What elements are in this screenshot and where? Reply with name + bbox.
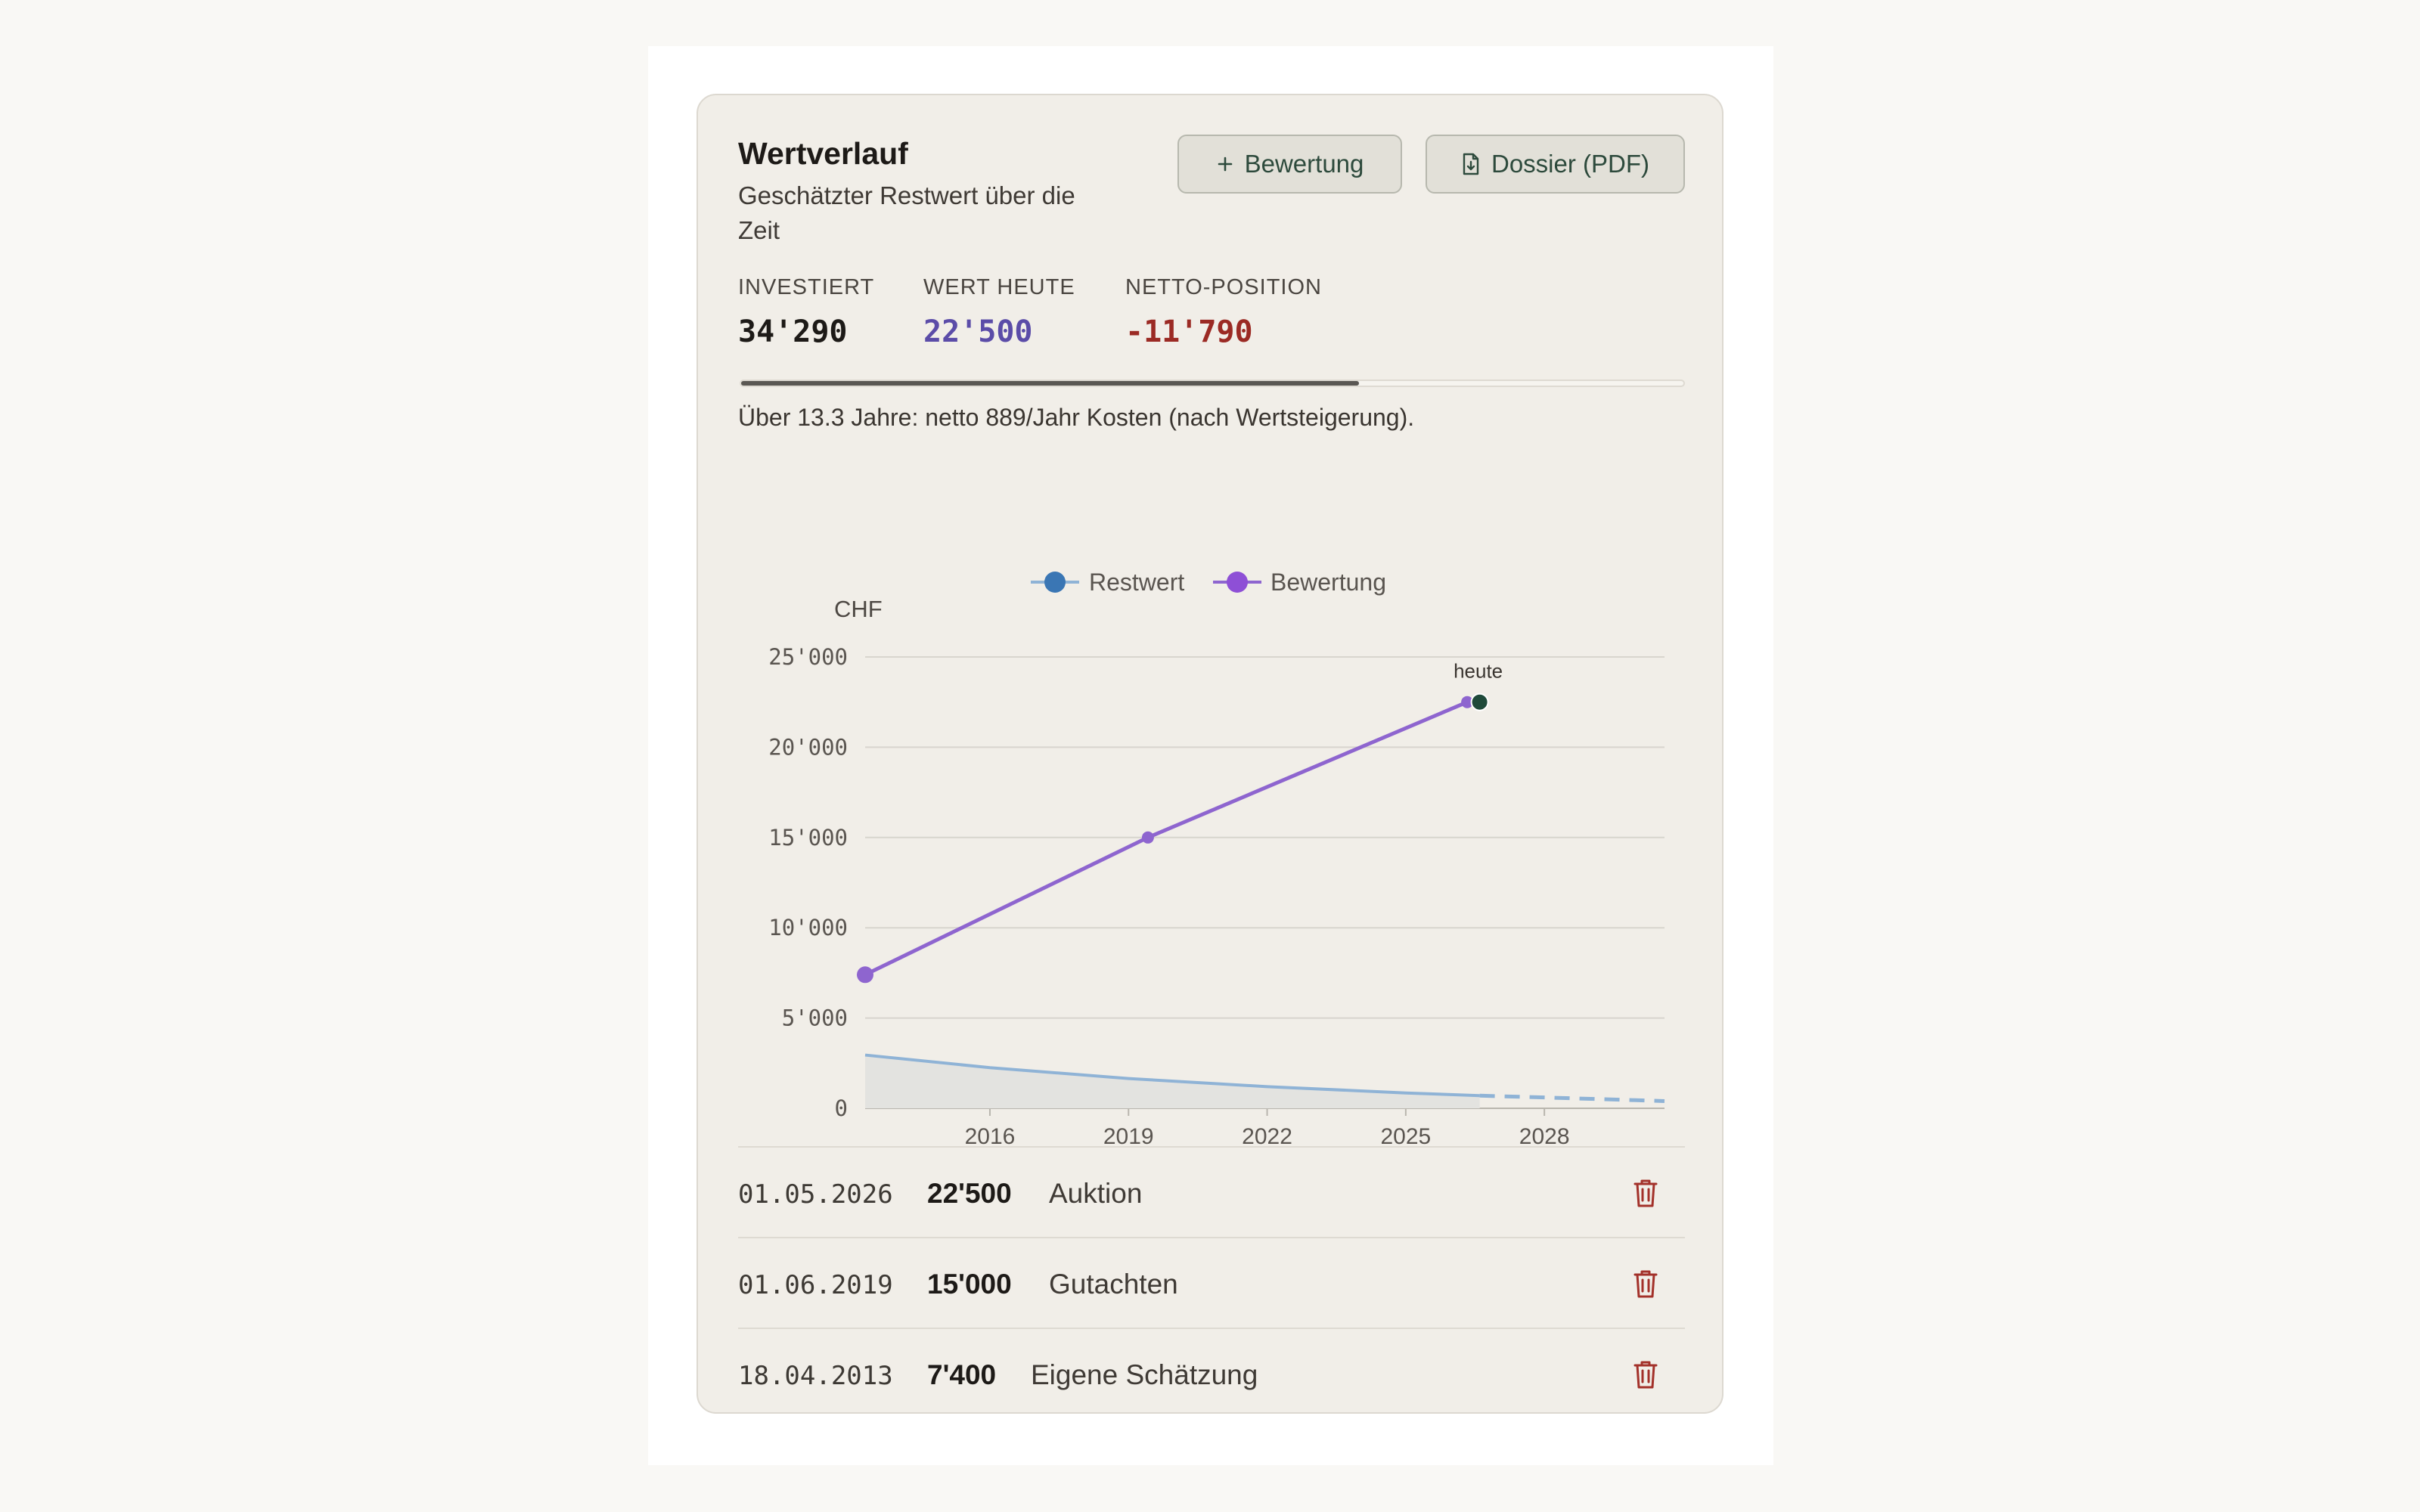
add-valuation-label: Bewertung: [1244, 150, 1364, 178]
y-tick-label: 10'000: [768, 915, 848, 940]
y-tick-label: 15'000: [768, 825, 848, 850]
valuation-amount: 15'000: [927, 1269, 1012, 1300]
plus-icon: [1216, 155, 1234, 173]
valuation-note: Gutachten: [1049, 1269, 1178, 1300]
x-tick-label: 2022: [1242, 1124, 1292, 1149]
card-subtitle: Geschätzter Restwert über die Zeit: [738, 181, 1075, 244]
valuation-date: 01.05.2026: [738, 1179, 893, 1210]
valuation-amount: 7'400: [927, 1359, 997, 1390]
stat-net-position-value: -11'790: [1125, 314, 1253, 349]
restwert-forecast-line: [1479, 1093, 1665, 1103]
legend-marker: [1227, 572, 1248, 593]
valuation-row: 18.04.2013 7'400 Eigene Schätzung: [738, 1328, 1685, 1418]
valuation-amount: 22'500: [927, 1178, 1012, 1209]
y-axis-label: CHF: [834, 596, 883, 622]
today-marker: [1470, 692, 1489, 711]
card-title: Wertverlauf: [738, 136, 908, 171]
legend-label: Restwert: [1089, 569, 1184, 596]
cost-progress-bar: [740, 380, 1685, 387]
cost-summary-text: Über 13.3 Jahre: netto 889/Jahr Kosten (…: [738, 404, 1415, 431]
x-tick-label: 2025: [1380, 1124, 1431, 1149]
y-tick-label: 25'000: [768, 644, 848, 670]
x-tick-label: 2019: [1103, 1124, 1154, 1149]
x-tick-label: 2028: [1519, 1124, 1570, 1149]
stat-value-today-value: 22'500: [923, 314, 1033, 349]
legend-marker: [1044, 572, 1066, 593]
stat-value-today-label: WERT HEUTE: [923, 275, 1075, 299]
bewertung-point: [857, 966, 873, 984]
trash-icon[interactable]: [1630, 1177, 1661, 1213]
y-tick-label: 0: [835, 1095, 848, 1121]
dossier-pdf-button[interactable]: Dossier (PDF): [1426, 135, 1685, 194]
bewertung-line: [864, 700, 1469, 977]
value-history-chart: 25'000 20'000 15'000 10'000 5'000 0 2016 2019 20…: [768, 569, 1665, 1149]
valuation-note: Auktion: [1049, 1178, 1143, 1209]
value-history-card: Wertverlauf Geschätzter Restwert über di…: [697, 94, 1723, 1414]
trash-icon[interactable]: [1630, 1359, 1661, 1394]
valuation-date: 18.04.2013: [738, 1361, 893, 1391]
cost-progress-fill: [741, 381, 1360, 386]
today-annotation-label: heute: [1454, 660, 1503, 683]
stat-net-position-label: NETTO-POSITION: [1125, 275, 1322, 299]
file-download-icon: [1461, 153, 1481, 175]
y-tick-label: 20'000: [768, 734, 848, 760]
x-tick-label: 2016: [965, 1124, 1016, 1149]
bewertung-point: [1461, 696, 1474, 708]
stat-invested-value: 34'290: [738, 314, 848, 349]
valuation-row: 01.05.2026 22'500 Auktion: [738, 1146, 1685, 1237]
restwert-line: [864, 1053, 1480, 1098]
valuation-date: 01.06.2019: [738, 1270, 893, 1300]
bewertung-point: [1141, 831, 1154, 844]
y-tick-label: 5'000: [782, 1005, 848, 1031]
dossier-pdf-label: Dossier (PDF): [1491, 150, 1649, 178]
add-valuation-button[interactable]: Bewertung: [1177, 135, 1402, 194]
stat-invested-label: INVESTIERT: [738, 275, 875, 299]
page-sheet: Wertverlauf Geschätzter Restwert über di…: [648, 46, 1773, 1465]
valuation-note: Eigene Schätzung: [1031, 1359, 1258, 1390]
trash-icon[interactable]: [1630, 1268, 1661, 1303]
valuation-row: 01.06.2019 15'000 Gutachten: [738, 1237, 1685, 1328]
legend-label: Bewertung: [1270, 569, 1386, 596]
